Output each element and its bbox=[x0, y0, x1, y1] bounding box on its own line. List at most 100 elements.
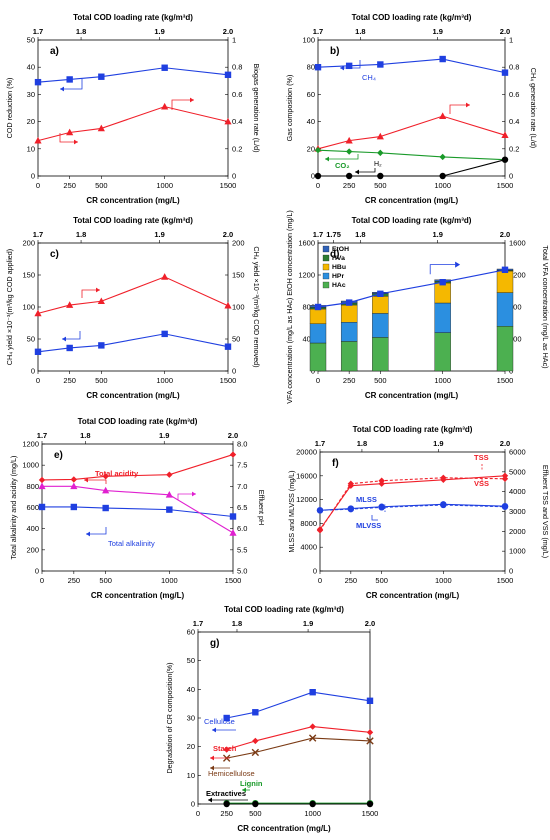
panel-g-ytick-label: 10 bbox=[187, 771, 195, 780]
panel-f-label: f) bbox=[332, 458, 339, 469]
point-b-0 bbox=[501, 69, 509, 76]
point-f-1 bbox=[501, 503, 509, 510]
panel-b-y2label: CH₄ generation rate (L/d) bbox=[529, 68, 538, 148]
point-e-0 bbox=[70, 476, 78, 483]
panel-c-x2tick-label: 1.9 bbox=[154, 230, 164, 239]
panel-f-x2tick-label: 1.8 bbox=[357, 439, 367, 448]
point-g-4 bbox=[252, 800, 259, 808]
arrow-g-lignin-head bbox=[242, 787, 246, 793]
bar-d-HBu bbox=[372, 296, 389, 314]
panel-f-x2tick-label: 1.9 bbox=[433, 439, 443, 448]
panel-d-x2tick-label: 2.0 bbox=[500, 230, 510, 239]
panel-c-label: c) bbox=[50, 249, 59, 260]
panel-a-x2tick-label: 1.7 bbox=[33, 27, 43, 36]
arrow-a-red-right bbox=[171, 99, 194, 110]
panel-g-x2tick-label: 2.0 bbox=[365, 619, 375, 628]
panel-g-xlabel: CR concentration (mg/L) bbox=[237, 824, 331, 833]
panel-f-y2label: Effluent TSS and VSS (mg/L) bbox=[541, 465, 550, 558]
panel-g-ytick-label: 0 bbox=[191, 800, 195, 809]
point-g-0 bbox=[366, 697, 374, 704]
point-b-3 bbox=[345, 172, 353, 180]
point-d-total-vfa bbox=[314, 303, 322, 311]
panel-e-y2tick-label: 6.5 bbox=[237, 503, 247, 512]
panel-g-ytick-label: 20 bbox=[187, 742, 195, 751]
point-b-2 bbox=[314, 146, 322, 154]
arrow-f-mlvss bbox=[371, 515, 378, 521]
panel-g-ytick-label: 60 bbox=[187, 628, 195, 637]
arrow-b-h2 bbox=[355, 168, 376, 173]
panel-b-ytick-label: 0 bbox=[311, 172, 315, 181]
point-a-0 bbox=[34, 78, 42, 86]
panel-e-xtick-label: 500 bbox=[99, 576, 112, 585]
point-f-1 bbox=[347, 505, 355, 513]
panel-g-x2tick-label: 1.9 bbox=[303, 619, 313, 628]
panel-g-ytick-label: 40 bbox=[187, 685, 195, 694]
panel-a-ytick-label: 50 bbox=[27, 36, 35, 45]
panel-g-x2tick-label: 1.8 bbox=[232, 619, 242, 628]
point-f-3 bbox=[316, 527, 324, 534]
panel-b-ytick-label: 60 bbox=[307, 90, 315, 99]
point-g-4 bbox=[366, 800, 374, 808]
panel-a-y2tick-label: 0.2 bbox=[232, 144, 242, 153]
panel-c-x2tick-label: 2.0 bbox=[223, 230, 233, 239]
panel-b-y2tick-label: 0.2 bbox=[509, 144, 519, 153]
point-e-0 bbox=[229, 451, 237, 458]
panel-d-y2tick-label: 800 bbox=[509, 303, 522, 312]
panel-f-xtick-label: 1500 bbox=[497, 576, 514, 585]
panel-e-xlabel: CR concentration (mg/L) bbox=[91, 591, 185, 600]
arrow-g-hemicellulose-head bbox=[210, 765, 214, 771]
panel-b-ytick-label: 100 bbox=[302, 36, 315, 45]
panel-a-ytick-label: 20 bbox=[27, 117, 35, 126]
panel-e-ytick-label: 800 bbox=[26, 482, 39, 491]
annotation-f-mlss: MLSS bbox=[356, 495, 377, 504]
series-g-0 bbox=[226, 691, 371, 719]
point-b-2 bbox=[345, 148, 353, 155]
bar-d-HAc bbox=[496, 326, 514, 372]
arrow-c-blue bbox=[62, 331, 81, 340]
annotation-e-alkalinity: Total alkalinity bbox=[108, 539, 155, 548]
point-e-2 bbox=[229, 529, 237, 536]
bar-d-HPr bbox=[372, 313, 389, 338]
panel-a-xlabel: CR concentration (mg/L) bbox=[86, 196, 180, 205]
panel-d-ylabel: VFA concentration (mg/L as HAc) EtOH con… bbox=[285, 210, 294, 403]
panel-f-ytick-label: 12000 bbox=[296, 495, 317, 504]
panel-g-xtick-label: 1500 bbox=[362, 809, 379, 818]
point-f-3 bbox=[378, 477, 385, 484]
panel-f-ytick-label: 20000 bbox=[296, 448, 317, 457]
bar-d-HBu bbox=[434, 282, 451, 304]
point-e-0 bbox=[166, 471, 173, 478]
annotation-f-mlvss: MLVSS bbox=[356, 521, 381, 530]
panel-d-x2tick-label: 1.8 bbox=[355, 230, 365, 239]
panel-e-y2tick-label: 6.0 bbox=[237, 524, 247, 533]
arrow-e-acidity bbox=[84, 479, 107, 484]
legend-d-swatch bbox=[322, 245, 330, 253]
point-f-1 bbox=[378, 504, 385, 511]
series-c-1 bbox=[37, 276, 229, 314]
point-g-1 bbox=[223, 746, 230, 753]
annotation-g-starch: Starch bbox=[213, 744, 237, 753]
panel-a-xtick-label: 1500 bbox=[220, 181, 237, 190]
panel-b-ytick-label: 80 bbox=[307, 63, 315, 72]
point-b-0 bbox=[345, 62, 353, 70]
panel-d-y2tick-label: 1600 bbox=[509, 239, 526, 248]
panel-b-x2tick-label: 2.0 bbox=[500, 27, 510, 36]
point-b-2 bbox=[377, 149, 384, 157]
panel-b-xtick-label: 0 bbox=[316, 181, 320, 190]
bar-d-HAc bbox=[434, 332, 451, 372]
panel-b-frame bbox=[317, 39, 506, 177]
panel-g-ylabel: Degradation of CR composition(%) bbox=[165, 662, 174, 773]
panel-c-y2tick-label: 150 bbox=[232, 271, 245, 280]
panel-g-xtick-label: 500 bbox=[249, 809, 262, 818]
point-f-3 bbox=[347, 480, 355, 487]
point-a-1 bbox=[224, 117, 232, 125]
panel-c-y2tick-label: 0 bbox=[232, 367, 236, 376]
point-e-2 bbox=[70, 482, 78, 490]
point-d-total-vfa bbox=[345, 299, 353, 306]
panel-c-x2tick-label: 1.7 bbox=[33, 230, 43, 239]
panel-a-ytick-label: 10 bbox=[27, 144, 35, 153]
point-c-0 bbox=[98, 342, 105, 349]
panel-a-xtick-label: 0 bbox=[36, 181, 40, 190]
panel-e-x2tick-label: 2.0 bbox=[228, 431, 238, 440]
arrow-c-blue-head bbox=[62, 336, 66, 342]
point-a-0 bbox=[98, 73, 105, 80]
